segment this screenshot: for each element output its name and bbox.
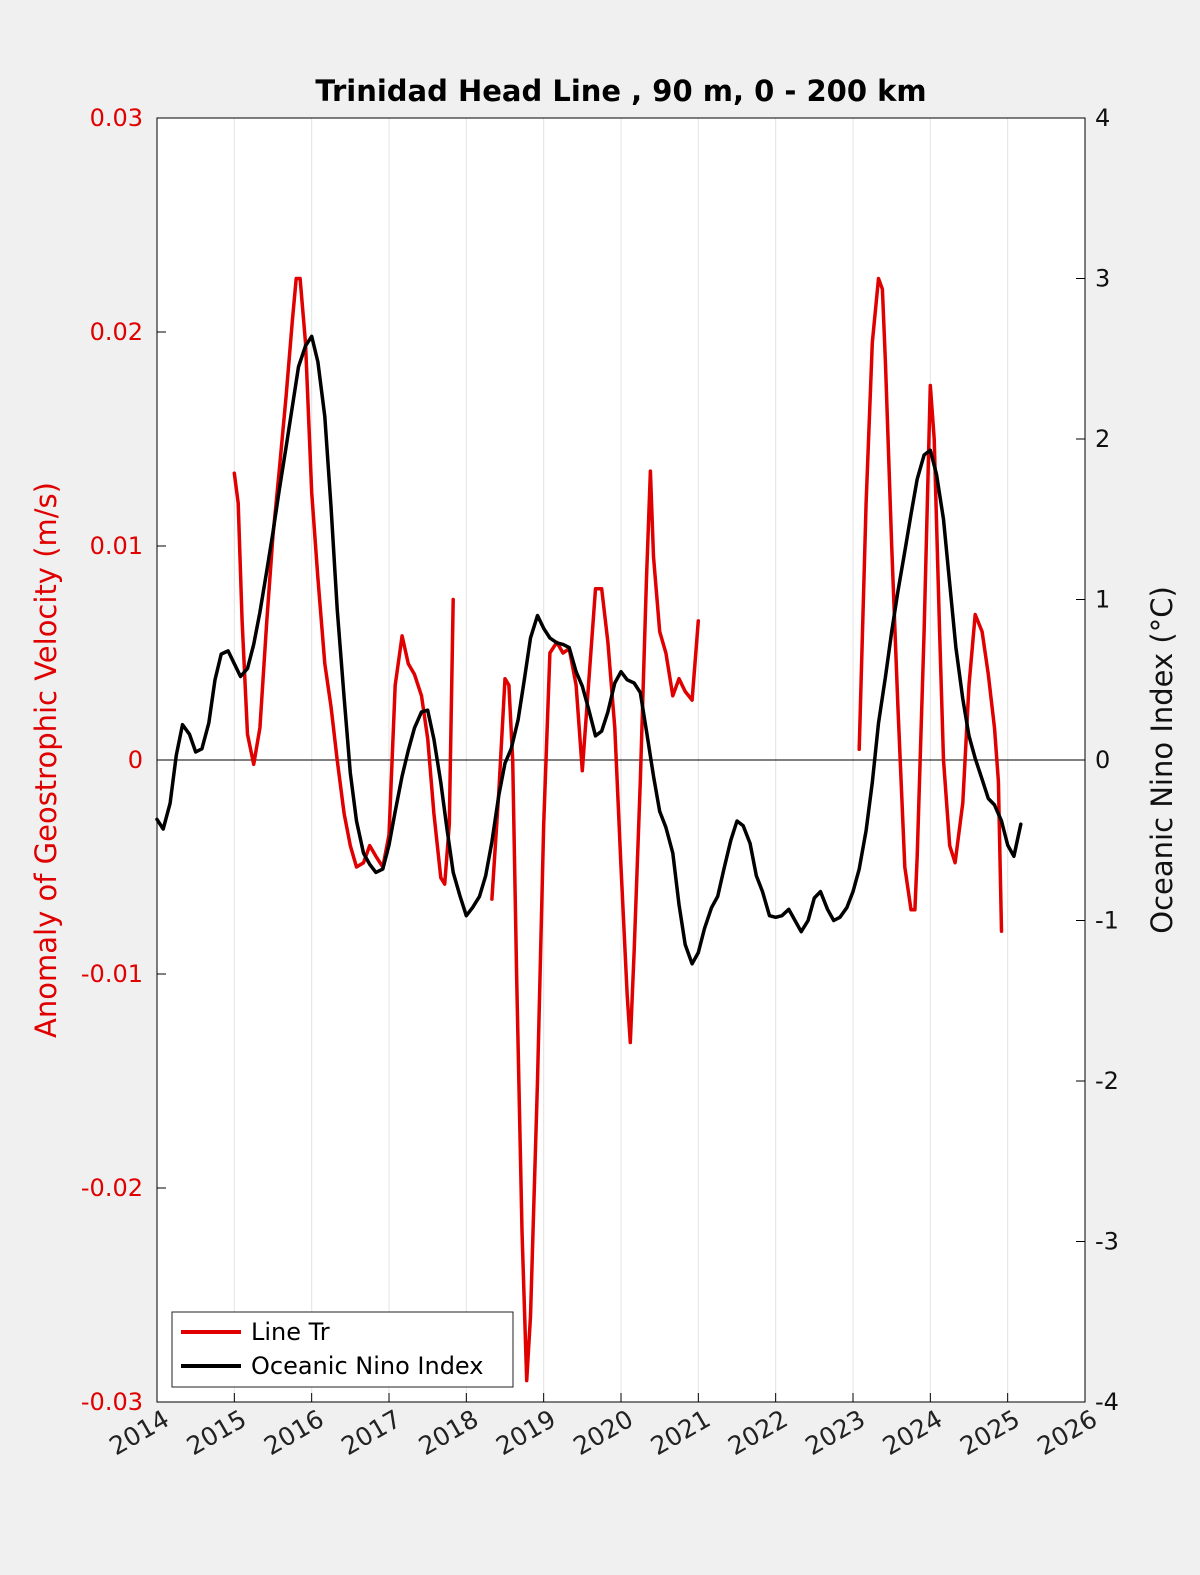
x-tick-label-2017: 2017 — [336, 1404, 406, 1461]
left-tick-label: -0.03 — [81, 1388, 143, 1416]
legend-box — [171, 1311, 514, 1388]
legend-label-line-tr: Line Tr — [251, 1318, 330, 1346]
left-tick-label: 0.03 — [90, 104, 143, 132]
right-tick-label: -4 — [1095, 1388, 1119, 1416]
x-tick-label-2015: 2015 — [182, 1404, 252, 1461]
left-tick-label: 0.02 — [90, 318, 143, 346]
right-tick-label: 4 — [1095, 104, 1110, 132]
right-tick-label: 0 — [1095, 746, 1110, 774]
left-axis-ticks: -0.03 -0.02 -0.01 0 0.01 0.02 0.03 — [81, 104, 166, 1416]
right-tick-label: -3 — [1095, 1228, 1119, 1256]
series-line-tr-segment-2 — [490, 469, 701, 1383]
left-axis-label: Anomaly of Geostrophic Velocity (m/s) — [29, 482, 63, 1038]
x-tick-label-2025: 2025 — [955, 1404, 1025, 1461]
left-tick-label: -0.02 — [81, 1174, 143, 1202]
legend: Line Tr Oceanic Nino Index — [171, 1311, 514, 1388]
right-tick-label: 1 — [1095, 586, 1110, 614]
right-tick-label: 2 — [1095, 425, 1110, 453]
series-line-tr-segment-1 — [232, 276, 455, 886]
series-oni-segment-1 — [155, 334, 1023, 966]
x-tick-label-2019: 2019 — [491, 1404, 561, 1461]
x-tick-label-2022: 2022 — [723, 1404, 793, 1461]
right-tick-label: 3 — [1095, 265, 1110, 293]
x-tick-label-2024: 2024 — [878, 1404, 948, 1461]
series-layer — [155, 276, 1023, 1383]
x-tick-label-2026: 2026 — [1032, 1404, 1102, 1461]
left-tick-label: 0 — [128, 746, 143, 774]
right-axis-ticks: -4 -3 -2 -1 0 1 2 3 4 — [1076, 104, 1119, 1416]
right-axis-label: Oceanic Nino Index (°C) — [1145, 586, 1179, 934]
x-axis-ticks: 2014 2015 2016 2017 2018 2019 2020 2021 2022 2023… — [104, 1393, 1102, 1461]
x-tick-label-2016: 2016 — [259, 1404, 329, 1461]
x-tick-label-2023: 2023 — [800, 1404, 870, 1461]
right-tick-label: -2 — [1095, 1067, 1119, 1095]
x-tick-label-2020: 2020 — [568, 1404, 638, 1461]
chart-title: Trinidad Head Line , 90 m, 0 - 200 km — [315, 74, 926, 108]
right-tick-label: -1 — [1095, 907, 1119, 935]
left-tick-label: 0.01 — [90, 532, 143, 560]
x-tick-label-2021: 2021 — [646, 1404, 716, 1461]
x-tick-label-2018: 2018 — [414, 1404, 484, 1461]
left-tick-label: -0.01 — [81, 960, 143, 988]
series-line-tr-segment-3 — [857, 276, 1004, 933]
legend-label-oni: Oceanic Nino Index — [251, 1352, 483, 1380]
